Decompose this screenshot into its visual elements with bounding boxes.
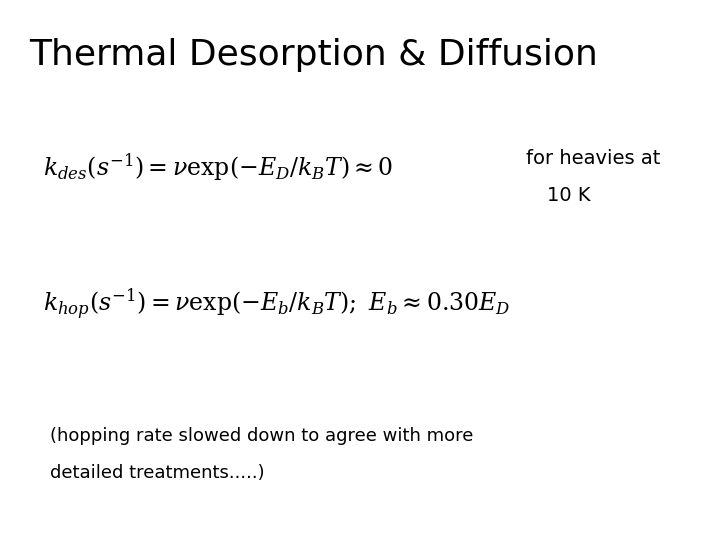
Text: for heavies at: for heavies at: [526, 148, 660, 167]
Text: Thermal Desorption & Diffusion: Thermal Desorption & Diffusion: [29, 38, 598, 72]
Text: 10 K: 10 K: [547, 186, 590, 205]
Text: $k_{hop}(s^{-1}) = \nu \exp(-E_{b} / k_{B}T);\ E_{b} \approx 0.30E_{D}$: $k_{hop}(s^{-1}) = \nu \exp(-E_{b} / k_{…: [43, 286, 511, 321]
Text: detailed treatments.....): detailed treatments.....): [50, 464, 265, 482]
Text: $k_{des}(s^{-1}) = \nu \exp(-E_{D} / k_{B}T) \approx 0$: $k_{des}(s^{-1}) = \nu \exp(-E_{D} / k_{…: [43, 151, 394, 183]
Text: (hopping rate slowed down to agree with more: (hopping rate slowed down to agree with …: [50, 427, 474, 444]
